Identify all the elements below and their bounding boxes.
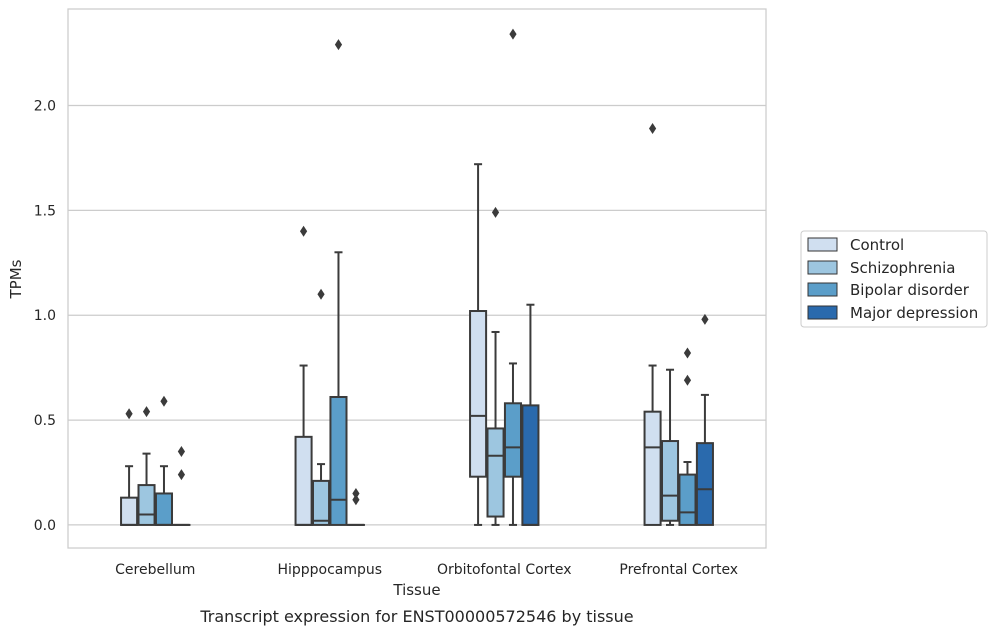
outlier-0 [701,313,709,325]
box-body [294,435,313,526]
legend-frame [800,230,988,328]
x-axis-title: Tissue [392,581,440,599]
chart-caption: Transcript expression for ENST0000057254… [199,607,633,626]
y-axis-title: TPMs [7,259,25,299]
box-cerebellum-control [120,408,139,526]
outlier-0 [683,374,692,386]
box-prefrontal-cortex-control [643,123,662,526]
box-prefrontal-cortex-bipolar-disorder [678,347,697,526]
legend-swatch-major-depression [807,305,838,320]
y-tick-labels: 0.0 0.5 1.0 1.5 2.0 [34,98,56,533]
outlier-0 [299,225,308,237]
box-body [120,496,139,526]
outlier-1 [683,347,692,359]
legend-item-schizophrenia: Schizophrenia [807,259,955,277]
box-cerebellum-major-depression [172,446,191,526]
x-tick-label-prefrontal-cortex: Prefrontal Cortex [619,562,738,578]
outlier-0 [509,28,517,40]
outlier-0 [142,406,151,418]
boxes-layer [120,28,714,526]
box-orbitofontal-cortex-major-depression [521,303,540,526]
box-hipppocampus-bipolar-disorder [329,39,348,526]
box-orbitofontal-cortex-control [469,163,488,526]
legend-item-bipolar-disorder: Bipolar disorder [807,281,970,299]
box-cerebellum-schizophrenia [137,406,156,526]
box-prefrontal-cortex-schizophrenia [660,368,680,526]
box-body [154,492,174,526]
box-cerebellum-bipolar-disorder [154,395,174,526]
y-tick-label-0: 0.0 [34,518,56,534]
outlier-0 [177,469,186,481]
y-tick-label-1: 0.5 [34,413,56,429]
legend-label-major-depression: Major depression [850,304,978,322]
plot-frame [67,8,767,549]
box-body [678,473,697,526]
x-tick-label-cerebellum: Cerebellum [115,562,195,578]
x-tick-labels: Cerebellum Hipppocampus Orbitofontal Corte… [115,562,738,578]
box-body [521,404,540,526]
outlier-0 [648,123,657,135]
legend-label-control: Control [850,236,904,254]
legend: Control Schizophrenia Bipolar disorder M… [800,230,988,328]
box-body [695,442,714,526]
box-body [469,310,488,478]
legend-item-major-depression: Major depression [807,304,978,322]
box-hipppocampus-control [294,225,313,526]
legend-swatch-schizophrenia [807,260,838,275]
box-body [137,484,156,526]
legend-item-control: Control [807,236,904,254]
legend-label-bipolar-disorder: Bipolar disorder [850,281,970,299]
outlier-0 [334,39,343,51]
outlier-1 [352,487,360,499]
outlier-0 [160,395,168,407]
box-body [311,479,331,526]
x-tick-label-orbitofontal-cortex: Orbitofontal Cortex [437,562,572,578]
outlier-0 [125,408,133,420]
outlier-0 [317,288,325,300]
y-tick-label-2: 1.0 [34,308,56,324]
box-orbitofontal-cortex-bipolar-disorder [503,28,523,526]
box-prefrontal-cortex-major-depression [695,313,714,526]
outlier-1 [177,446,186,458]
box-body [660,440,680,522]
y-tick-label-3: 1.5 [34,203,56,219]
box-orbitofontal-cortex-schizophrenia [486,206,505,526]
legend-swatch-control [807,237,838,252]
box-body [643,410,662,526]
legend-label-schizophrenia: Schizophrenia [850,259,955,277]
outlier-0 [352,494,360,506]
box-body [329,395,348,526]
x-tick-label-hipppocampus: Hipppocampus [277,562,382,578]
box-body [503,402,523,478]
box-body [486,427,505,518]
legend-swatch-bipolar-disorder [807,282,838,297]
box-hipppocampus-major-depression [346,487,365,526]
box-hipppocampus-schizophrenia [311,288,331,526]
y-tick-label-4: 2.0 [34,98,56,114]
outlier-0 [491,206,500,218]
